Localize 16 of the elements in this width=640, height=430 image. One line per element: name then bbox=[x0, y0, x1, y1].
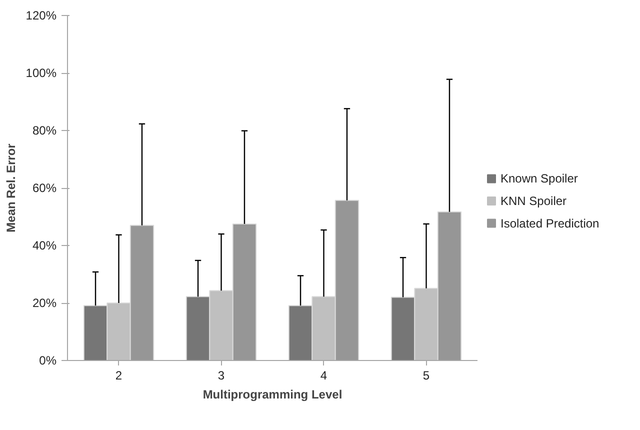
y-tick-label: 60% bbox=[32, 181, 57, 195]
x-tick-label: 3 bbox=[218, 368, 225, 382]
y-tick-label: 120% bbox=[26, 8, 57, 22]
y-tick-label: 80% bbox=[32, 124, 57, 138]
y-tick-label: 40% bbox=[32, 238, 57, 252]
y-tick-label: 20% bbox=[32, 296, 57, 310]
x-axis-title: Multiprogramming Level bbox=[202, 388, 342, 402]
x-tick-label: 4 bbox=[320, 368, 328, 382]
legend-label: Isolated Prediction bbox=[500, 216, 600, 230]
legend-label: Known Spoiler bbox=[500, 172, 578, 186]
y-tick-label: 100% bbox=[26, 66, 57, 80]
y-axis-title: Mean Rel. Error bbox=[4, 143, 18, 232]
x-tick-label: 5 bbox=[422, 368, 430, 382]
legend-label: KNN Spoiler bbox=[500, 194, 567, 208]
x-tick-label: 2 bbox=[115, 368, 122, 382]
y-tick-label: 0% bbox=[39, 354, 57, 368]
